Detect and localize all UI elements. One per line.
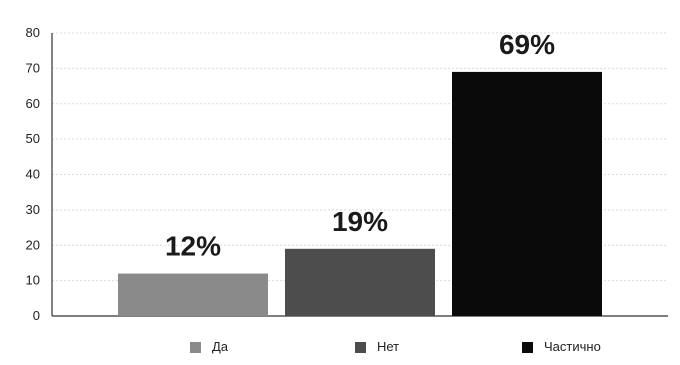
data-label: 69% — [499, 29, 555, 60]
legend-label: Да — [212, 339, 229, 354]
y-tick-label: 50 — [26, 131, 40, 146]
data-labels: 12% 19% 69% — [165, 29, 555, 262]
bar-2 — [285, 248, 435, 316]
data-label: 19% — [332, 206, 388, 237]
y-tick-label: 60 — [26, 96, 40, 111]
legend-swatch — [190, 342, 201, 353]
bar-1 — [118, 273, 268, 316]
bar-3 — [452, 71, 602, 316]
y-tick-label: 0 — [33, 308, 40, 323]
y-tick-label: 70 — [26, 60, 40, 75]
y-tick-label: 40 — [26, 167, 40, 182]
data-label: 12% — [165, 231, 221, 262]
legend-swatch — [522, 342, 533, 353]
y-tick-label: 20 — [26, 237, 40, 252]
legend: Да Нет Частично — [190, 339, 601, 354]
legend-label: Частично — [544, 339, 601, 354]
y-tick-label: 80 — [26, 25, 40, 40]
y-tick-label: 30 — [26, 202, 40, 217]
bars — [118, 71, 602, 316]
legend-swatch — [355, 342, 366, 353]
y-tick-label: 10 — [26, 273, 40, 288]
legend-label: Нет — [377, 339, 399, 354]
